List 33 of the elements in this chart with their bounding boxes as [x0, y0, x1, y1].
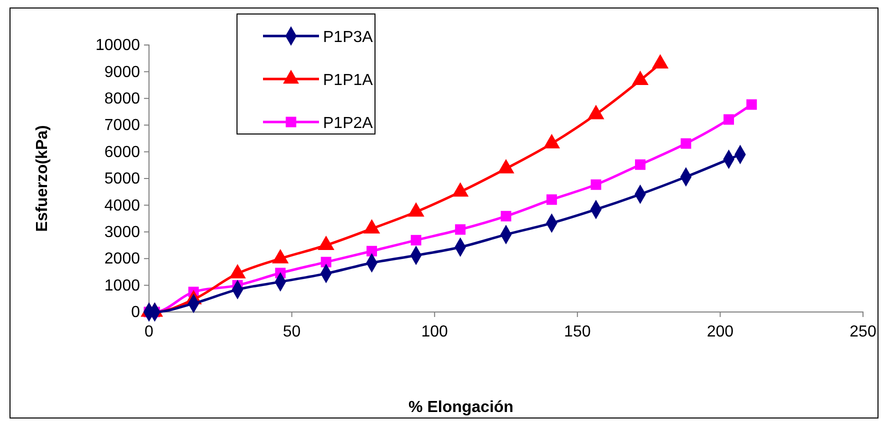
point	[410, 234, 422, 246]
y-tick-label: 8000	[104, 90, 140, 108]
y-tick-label: 1000	[104, 277, 140, 294]
x-tick-label: 50	[282, 323, 301, 340]
point	[546, 194, 557, 205]
point	[746, 99, 757, 110]
x-tick-label: 200	[706, 323, 734, 340]
point	[366, 246, 378, 256]
x-tick-label: 250	[850, 323, 876, 340]
y-tick-label: 2000	[104, 250, 140, 268]
legend-label: P1P1A	[323, 72, 374, 89]
x-axis-title: % Elongación	[408, 399, 514, 416]
point	[320, 256, 332, 268]
point	[455, 224, 466, 235]
y-tick-label: 9000	[104, 64, 140, 81]
y-tick-label: 0	[131, 304, 140, 322]
point	[590, 179, 602, 190]
legend-label: P1P2A	[323, 115, 374, 132]
point	[724, 114, 734, 125]
legend-label: P1P3A	[323, 29, 374, 46]
point	[634, 159, 646, 170]
y-axis-title: Esfuerzo(kPa)	[34, 125, 51, 232]
y-tick-label: 3000	[104, 224, 140, 242]
y-tick-label: 7000	[104, 117, 140, 134]
y-tick-label: 5000	[104, 170, 140, 188]
y-tick-label: 6000	[104, 144, 140, 161]
y-tick-label: 10000	[96, 37, 140, 54]
x-tick-label: 0	[144, 323, 154, 340]
point	[500, 210, 512, 222]
point	[680, 138, 692, 149]
y-tick-label: 4000	[104, 197, 140, 214]
x-tick-label: 150	[564, 323, 591, 340]
x-tick-label: 100	[421, 323, 448, 340]
